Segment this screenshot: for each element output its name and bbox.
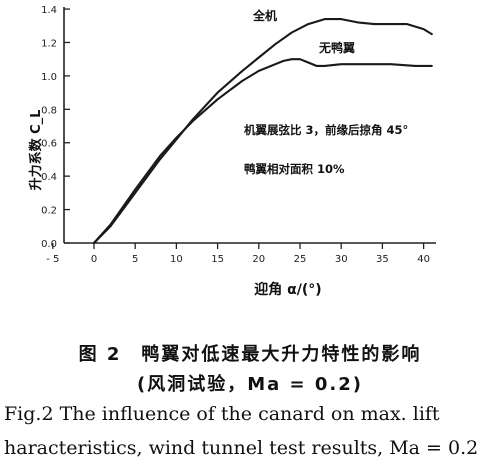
annotation-canard-area: 鸭翼相对面积 10%: [244, 162, 345, 176]
series-label-no-canard: 无鸭翼: [318, 40, 355, 55]
series-line-full: [92, 18, 433, 245]
y-tick-label: 0.2: [41, 206, 57, 217]
annotation-config: 机翼展弦比 3，前缘后掠角 45°: [244, 123, 408, 137]
y-tick-label: 1.4: [41, 5, 57, 16]
y-tick-label: 0.4: [41, 172, 57, 183]
x-tick-label: 10: [170, 254, 183, 265]
x-tick-label: 5: [132, 254, 138, 265]
y-tick-label: 0.8: [41, 105, 57, 116]
y-tick-label: 1.2: [41, 38, 57, 49]
caption-en-line1: Fig.2 The influence of the canard on max…: [4, 403, 440, 425]
caption-en-line2: haracteristics, wind tunnel test results…: [4, 437, 479, 459]
y-tick-label: 0.6: [41, 139, 57, 150]
curves: [92, 18, 433, 245]
y-tick-label: 1.0: [41, 72, 57, 83]
x-tick-label: 40: [417, 254, 430, 265]
series-label-full: 全机: [252, 8, 277, 23]
caption-zh-line1: 图 2 鸭翼对低速最大升力特性的影响: [78, 344, 422, 365]
series-line-no-canard: [92, 58, 433, 245]
x-axis-label: 迎角 α/(°): [254, 281, 321, 298]
y-tick-label: 0.0: [41, 239, 57, 250]
y-ticks: 0.0 0.2 0.4 0.6 0.8 1.0 1.2 1.4: [41, 5, 70, 250]
x-tick-label: 30: [335, 254, 348, 265]
x-tick-label: 35: [376, 254, 389, 265]
y-axis-label: 升力系数 C_L: [28, 110, 44, 191]
caption-zh-line2: (风洞试验，Ma = 0.2): [136, 374, 363, 395]
x-tick-label: 25: [294, 254, 307, 265]
x-tick-label: 20: [252, 254, 265, 265]
x-tick-label: - 5: [46, 254, 59, 265]
x-tick-label: 0: [91, 254, 97, 265]
x-tick-label: 15: [211, 254, 224, 265]
x-ticks: - 5 0 5 10 15 20 25 30 35 40: [46, 243, 430, 265]
lift-coefficient-chart: 0.0 0.2 0.4 0.6 0.8 1.0 1.2 1.4 - 5 0 5 10 15 20 25 30…: [28, 5, 436, 298]
